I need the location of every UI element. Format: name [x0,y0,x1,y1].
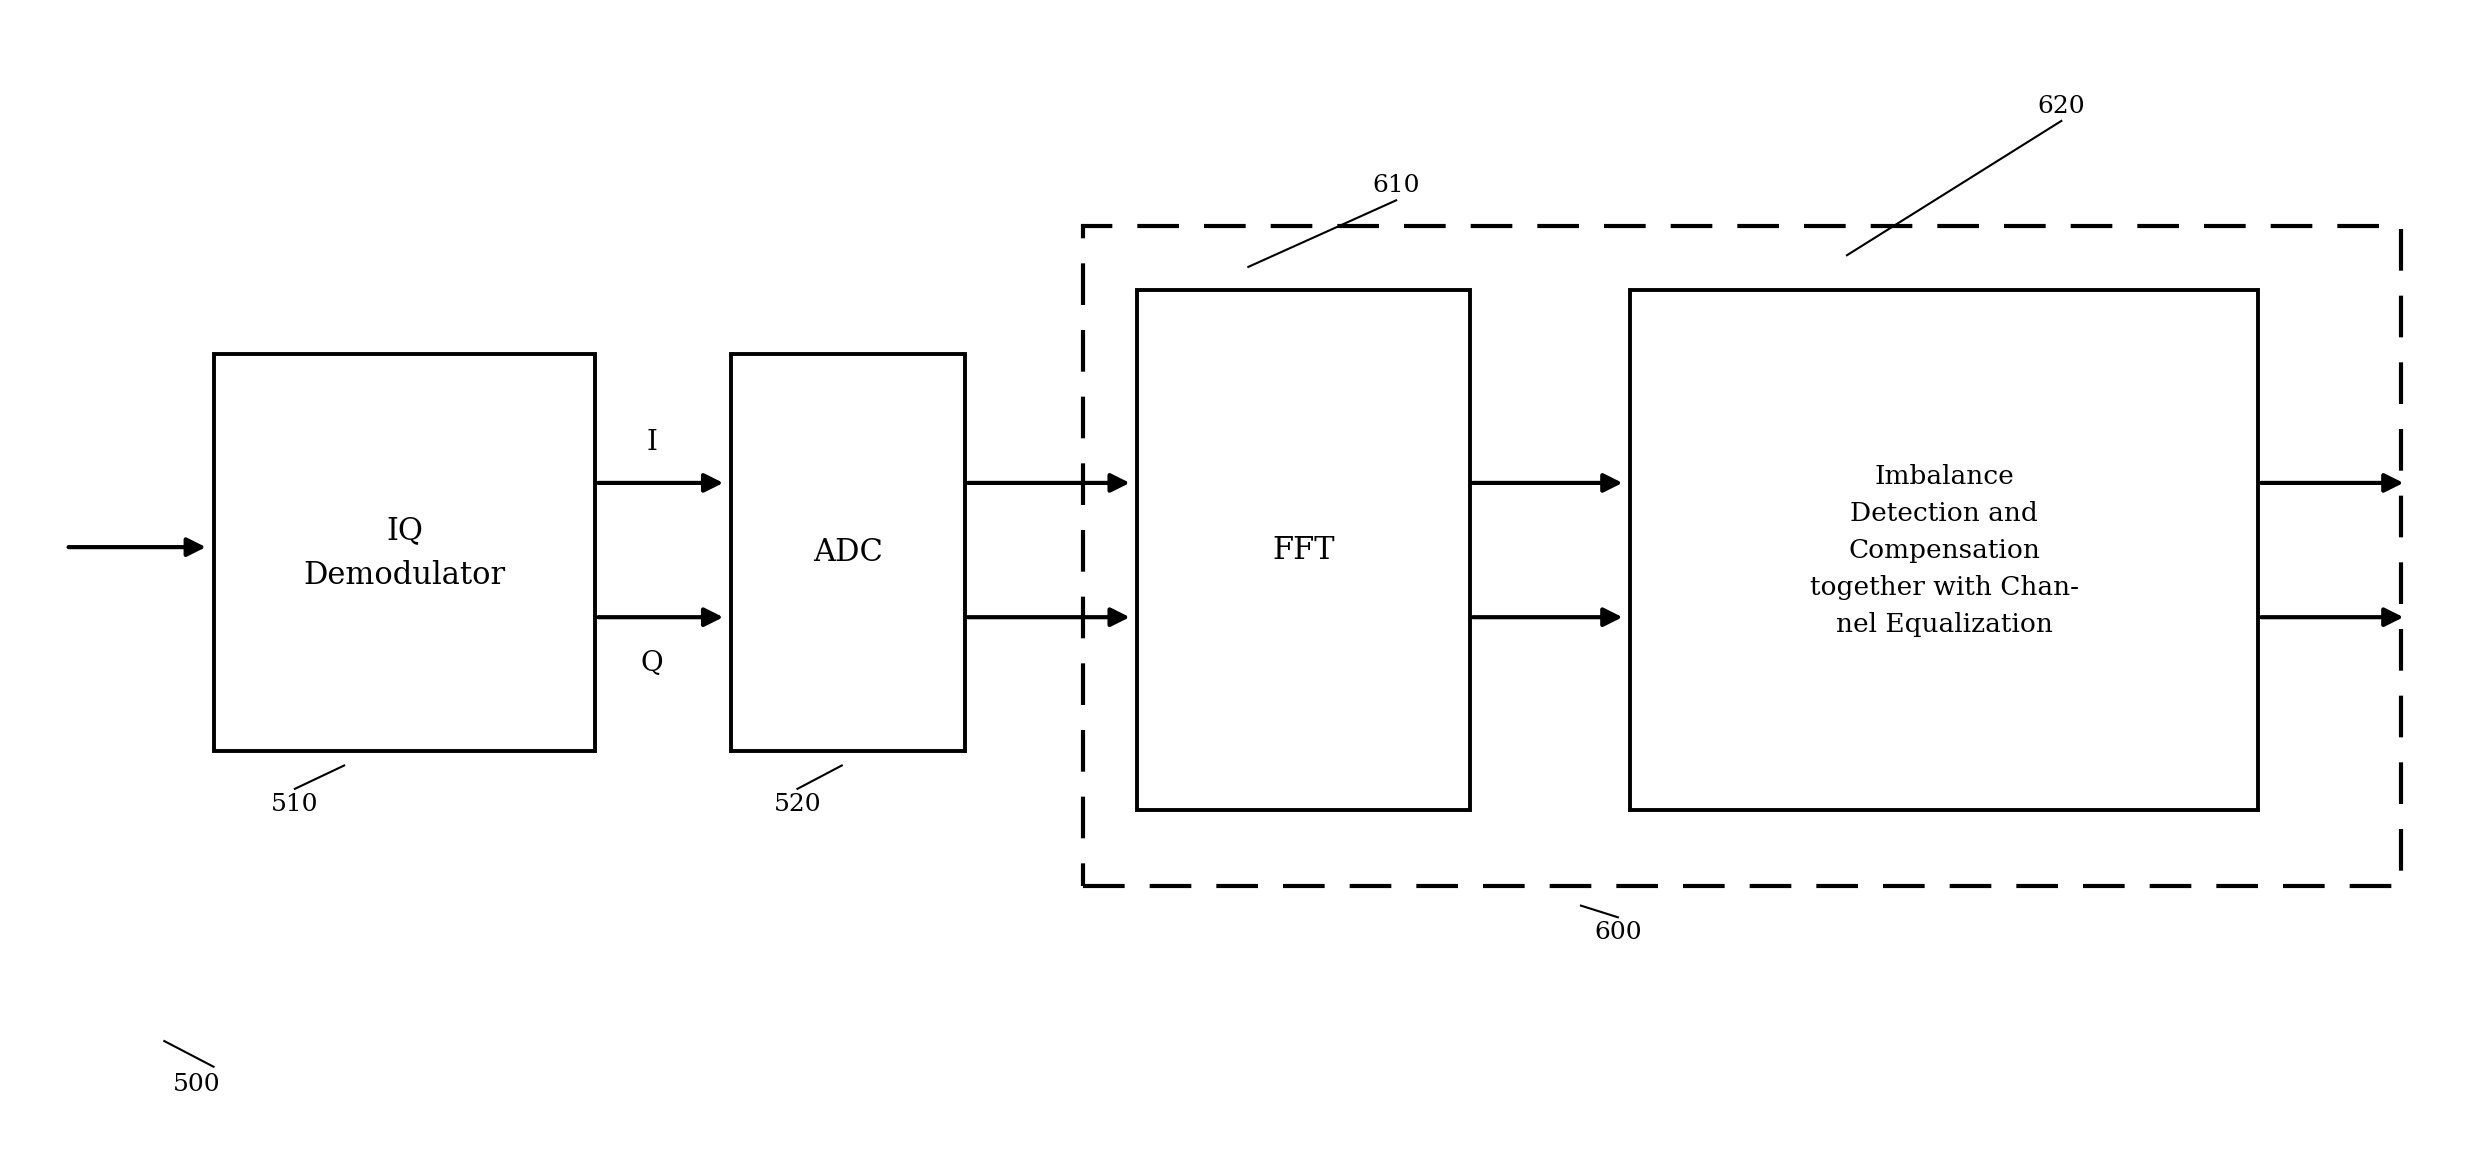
Text: FFT: FFT [1273,535,1335,566]
Text: Q: Q [640,650,662,677]
Text: 600: 600 [1594,921,1641,944]
Text: 510: 510 [272,793,319,815]
Bar [732,354,964,751]
Bar [1137,290,1471,810]
Bar [213,354,596,751]
Text: I: I [648,428,658,455]
Text: 610: 610 [1372,174,1419,196]
Text: IQ
Demodulator: IQ Demodulator [304,515,507,592]
Text: ADC: ADC [813,537,883,568]
Bar [1083,226,2400,886]
Text: 620: 620 [2037,95,2086,119]
Text: 500: 500 [173,1073,220,1096]
Text: 520: 520 [774,793,821,815]
Bar [1629,290,2259,810]
Text: Imbalance
Detection and
Compensation
together with Chan-
nel Equalization: Imbalance Detection and Compensation tog… [1810,463,2079,636]
